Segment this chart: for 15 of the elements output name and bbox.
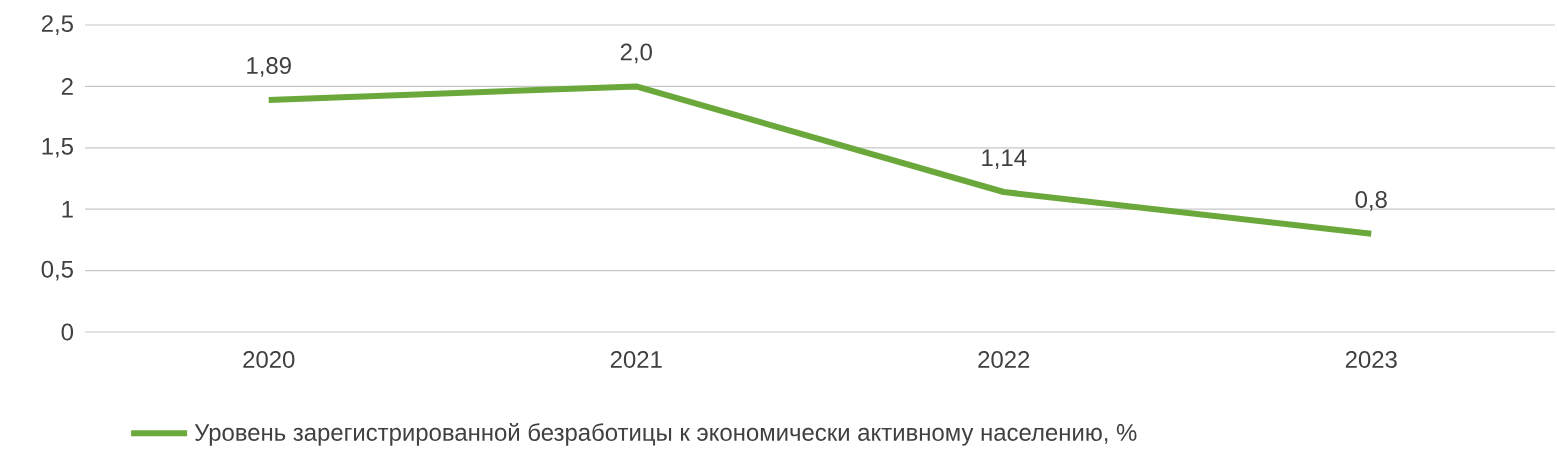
x-tick-label: 2023: [1345, 351, 1397, 368]
data-label: 1,14: [982, 149, 1027, 169]
y-tick-label: 1: [62, 200, 73, 218]
y-tick-label: 0,5: [41, 260, 73, 281]
y-tick-label: 2: [61, 78, 73, 95]
x-tick-label: 2022: [978, 351, 1030, 368]
y-tick-label: 0: [61, 323, 74, 341]
data-label: 0,8: [1355, 190, 1387, 211]
data-label: 2,0: [620, 43, 652, 64]
data-label: 1,89: [247, 57, 291, 77]
y-tick-label: 1,5: [42, 138, 73, 158]
y-tick-label: 2,5: [41, 15, 73, 35]
x-tick-label: 2021: [610, 351, 662, 368]
legend-label: Уровень зарегистрированной безработицы к экономически активному населению, %: [194, 422, 1137, 446]
x-tick-label: 2020: [243, 351, 295, 368]
